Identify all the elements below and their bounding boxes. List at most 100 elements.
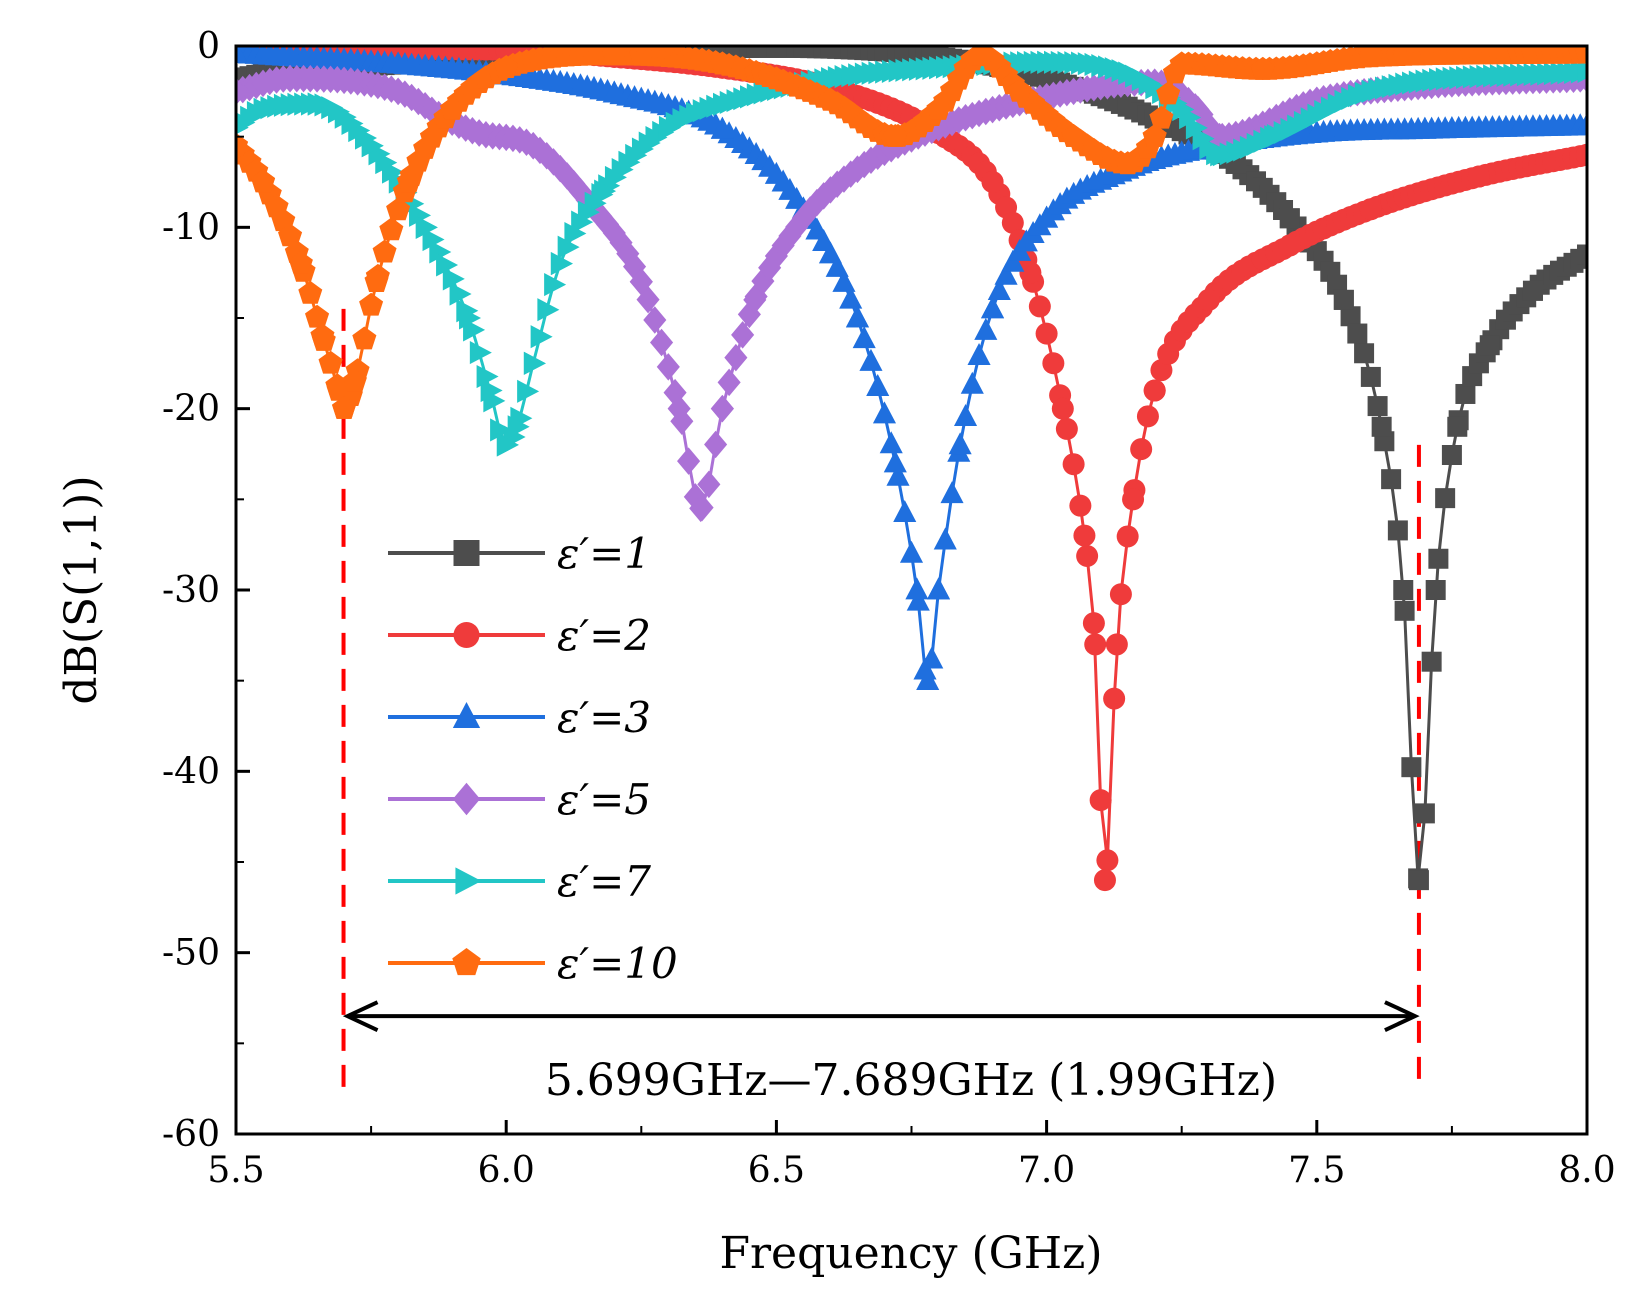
data-point <box>342 368 367 392</box>
data-point <box>1118 61 1141 85</box>
data-point <box>1361 79 1384 103</box>
data-point <box>1185 116 1208 140</box>
data-point <box>1333 289 1354 310</box>
legend-label: ε′=1 <box>557 529 651 578</box>
data-point <box>1305 120 1329 143</box>
data-point <box>926 577 951 600</box>
data-point <box>1084 633 1107 656</box>
data-point <box>467 119 491 147</box>
y-tick-label: -10 <box>162 207 220 248</box>
data-point <box>352 326 377 350</box>
data-point <box>839 286 863 309</box>
data-point <box>530 325 553 349</box>
data-point <box>920 646 944 669</box>
data-point <box>766 46 787 58</box>
data-point <box>1441 445 1462 466</box>
data-point <box>415 215 438 239</box>
data-point <box>987 278 1011 301</box>
legend-item: ε′=5 <box>388 775 651 824</box>
data-point <box>1576 143 1587 166</box>
series-layer <box>236 46 1587 892</box>
data-point <box>359 292 384 316</box>
data-point <box>879 431 903 454</box>
data-point <box>278 64 302 93</box>
data-point <box>1360 366 1381 387</box>
arrow-head-left <box>342 1000 379 1032</box>
data-point <box>1522 280 1543 301</box>
data-point <box>1105 633 1128 656</box>
data-point <box>710 116 734 139</box>
data-point <box>791 204 815 233</box>
data-point <box>571 210 594 234</box>
data-point <box>521 131 545 160</box>
axis-ticks: 5.5 6.0 6.5 7.0 7.5 8.0 0 -10 -20 -30 -40 -50 -60 <box>162 26 1616 1191</box>
legend-marker <box>453 622 480 648</box>
data-point <box>1207 122 1232 151</box>
y-tick-label: -50 <box>162 933 220 974</box>
legend-item: ε′=1 <box>388 529 651 578</box>
data-point <box>1421 651 1442 672</box>
data-point <box>1149 105 1174 129</box>
data-point <box>967 343 991 366</box>
legend-item: ε′=7 <box>388 857 651 906</box>
data-point <box>1455 383 1476 404</box>
data-point <box>548 154 572 183</box>
data-point <box>643 306 667 334</box>
data-point <box>496 433 519 457</box>
data-point <box>658 116 681 140</box>
y-tick-label: -60 <box>162 1114 220 1155</box>
x-tick-label: 7.5 <box>1288 1150 1345 1191</box>
data-point <box>396 169 421 193</box>
data-point <box>1093 869 1116 892</box>
y-tick-label: 0 <box>197 26 220 67</box>
data-point <box>1001 211 1024 234</box>
data-point <box>541 148 566 176</box>
legend-marker <box>455 867 482 895</box>
data-point <box>372 239 397 263</box>
data-point <box>332 396 357 419</box>
data-point <box>236 120 249 135</box>
y-tick-label: -40 <box>162 751 220 792</box>
data-point <box>677 447 701 475</box>
data-point <box>1381 469 1402 490</box>
data-point <box>845 155 870 184</box>
data-point <box>697 470 721 499</box>
data-point <box>916 668 940 691</box>
data-point <box>1358 46 1383 68</box>
data-point <box>298 280 323 304</box>
data-point <box>555 162 579 190</box>
data-point <box>1278 234 1301 257</box>
data-point <box>1577 59 1587 83</box>
legend-label: ε′=2 <box>557 611 651 660</box>
data-point <box>948 432 972 455</box>
data-point <box>494 55 519 78</box>
data-point <box>562 169 586 198</box>
data-point <box>906 588 930 611</box>
series-5 <box>236 50 1587 457</box>
data-point <box>550 252 573 276</box>
data-point <box>886 463 910 486</box>
data-point <box>1279 208 1300 229</box>
data-point <box>409 203 432 227</box>
data-point <box>1007 78 1032 102</box>
data-point <box>305 304 330 328</box>
data-point <box>386 51 410 74</box>
data-point <box>1428 548 1449 569</box>
data-point <box>440 96 465 120</box>
data-point <box>981 296 1005 319</box>
data-point <box>1142 124 1167 147</box>
data-point <box>1401 757 1422 778</box>
data-point <box>236 133 248 156</box>
data-point <box>929 56 952 80</box>
data-point <box>743 286 767 314</box>
data-point <box>594 179 617 203</box>
data-point <box>1042 352 1065 375</box>
data-point <box>490 418 513 442</box>
bandwidth-arrow <box>342 1000 1420 1032</box>
data-point <box>1577 244 1587 265</box>
data-point <box>1096 849 1119 872</box>
data-point <box>866 373 890 396</box>
data-point <box>656 353 680 381</box>
data-point <box>1062 453 1085 476</box>
data-point <box>469 341 492 365</box>
